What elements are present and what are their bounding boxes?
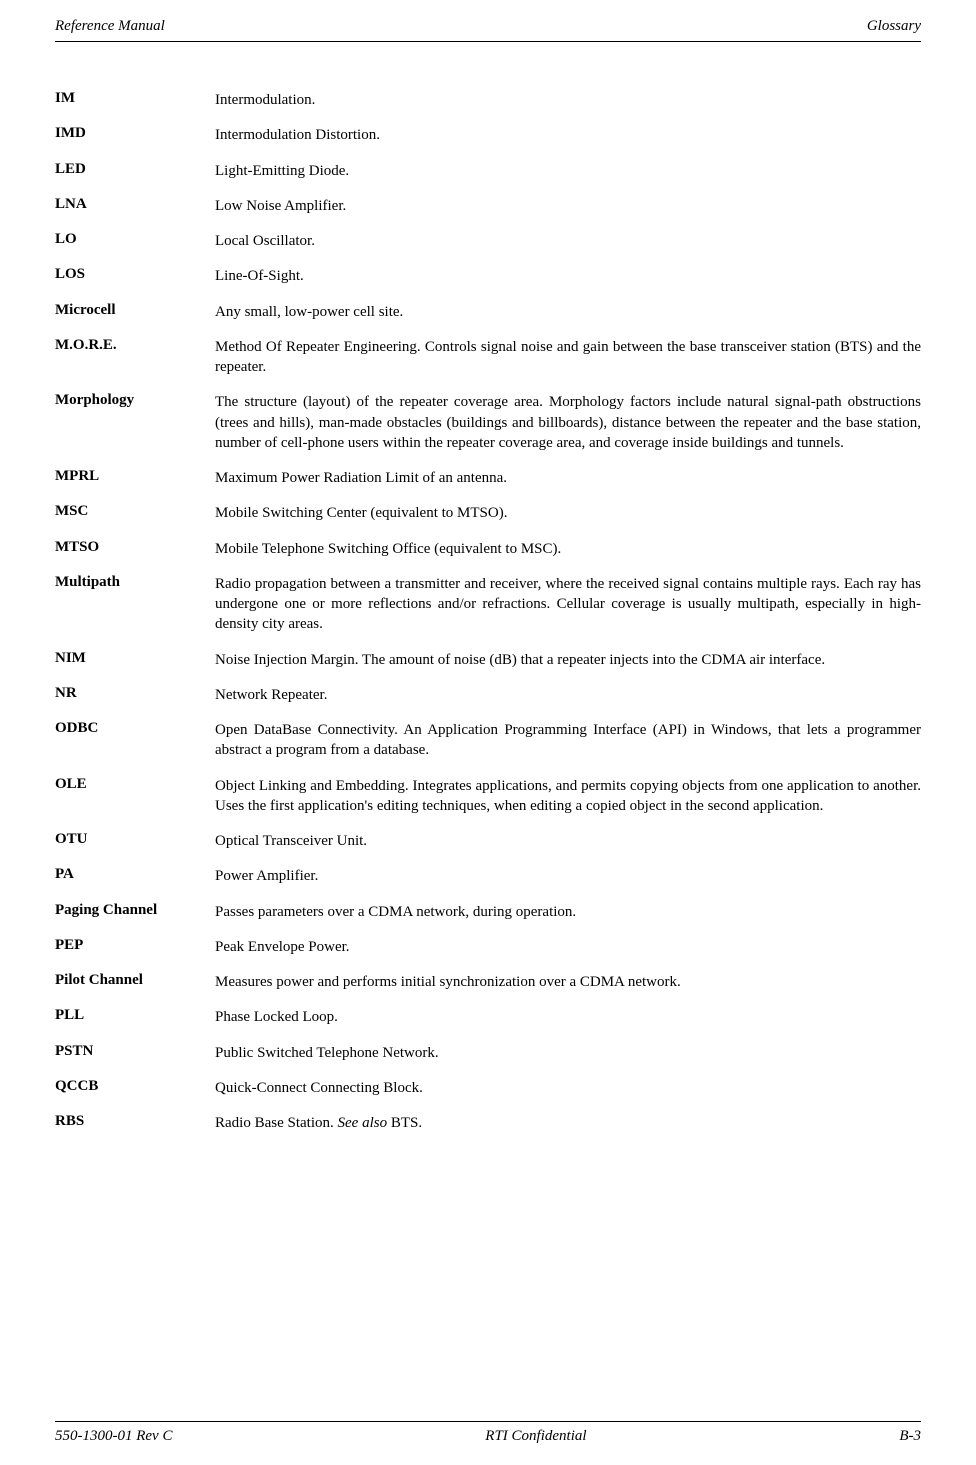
footer-right: B-3 [899,1428,921,1445]
glossary-definition: Passes parameters over a CDMA network, d… [215,902,921,937]
glossary-entry: PSTNPublic Switched Telephone Network. [55,1043,921,1078]
glossary-entry: MSCMobile Switching Center (equivalent t… [55,503,921,538]
glossary-term: PSTN [55,1043,215,1078]
glossary-definition: Measures power and performs initial sync… [215,972,921,1007]
glossary-definition: Any small, low-power cell site. [215,302,921,337]
glossary-term: PA [55,866,215,901]
header-left: Reference Manual [55,18,165,35]
glossary-entry: MorphologyThe structure (layout) of the … [55,392,921,468]
glossary-entry: MultipathRadio propagation between a tra… [55,574,921,650]
glossary-entry: LNALow Noise Amplifier. [55,196,921,231]
glossary-definition: Quick-Connect Connecting Block. [215,1078,921,1113]
glossary-definition: Maximum Power Radiation Limit of an ante… [215,468,921,503]
glossary-term: OTU [55,831,215,866]
glossary-term: PLL [55,1007,215,1042]
glossary-definition: The structure (layout) of the repeater c… [215,392,921,468]
glossary-entry: IMIntermodulation. [55,90,921,125]
glossary-term: PEP [55,937,215,972]
glossary-entry: PEPPeak Envelope Power. [55,937,921,972]
glossary-term: ODBC [55,720,215,776]
glossary-entry: LOLocal Oscillator. [55,231,921,266]
glossary-definition: Phase Locked Loop. [215,1007,921,1042]
glossary-definition: Line-Of-Sight. [215,266,921,301]
glossary-term: LED [55,161,215,196]
glossary-list: IMIntermodulation.IMDIntermodulation Dis… [55,90,921,1148]
glossary-definition: Method Of Repeater Engineering. Controls… [215,337,921,393]
glossary-definition: Radio propagation between a transmitter … [215,574,921,650]
footer-center: RTI Confidential [485,1428,586,1445]
glossary-term: Microcell [55,302,215,337]
glossary-term: NIM [55,650,215,685]
glossary-definition: Local Oscillator. [215,231,921,266]
glossary-definition: Mobile Switching Center (equivalent to M… [215,503,921,538]
glossary-entry: OLEObject Linking and Embedding. Integra… [55,776,921,832]
glossary-definition: Radio Base Station. See also BTS. [215,1113,921,1148]
glossary-term: MTSO [55,539,215,574]
glossary-term: QCCB [55,1078,215,1113]
glossary-entry: OTUOptical Transceiver Unit. [55,831,921,866]
glossary-definition: Network Repeater. [215,685,921,720]
glossary-term: NR [55,685,215,720]
page-header: Reference Manual Glossary [55,18,921,42]
glossary-definition: Optical Transceiver Unit. [215,831,921,866]
glossary-entry: IMDIntermodulation Distortion. [55,125,921,160]
glossary-term: LOS [55,266,215,301]
glossary-entry: RBSRadio Base Station. See also BTS. [55,1113,921,1148]
glossary-term: IMD [55,125,215,160]
glossary-entry: NIMNoise Injection Margin. The amount of… [55,650,921,685]
glossary-definition: Light-Emitting Diode. [215,161,921,196]
glossary-entry: MTSOMobile Telephone Switching Office (e… [55,539,921,574]
glossary-term: MPRL [55,468,215,503]
glossary-definition: Intermodulation. [215,90,921,125]
glossary-entry: MPRLMaximum Power Radiation Limit of an … [55,468,921,503]
glossary-entry: QCCBQuick-Connect Connecting Block. [55,1078,921,1113]
glossary-term: Pilot Channel [55,972,215,1007]
glossary-term: IM [55,90,215,125]
glossary-definition: Power Amplifier. [215,866,921,901]
glossary-entry: PLLPhase Locked Loop. [55,1007,921,1042]
glossary-definition: Intermodulation Distortion. [215,125,921,160]
glossary-entry: NRNetwork Repeater. [55,685,921,720]
glossary-definition: Noise Injection Margin. The amount of no… [215,650,921,685]
glossary-definition: Peak Envelope Power. [215,937,921,972]
glossary-term: RBS [55,1113,215,1148]
glossary-entry: PAPower Amplifier. [55,866,921,901]
glossary-entry: M.O.R.E.Method Of Repeater Engineering. … [55,337,921,393]
glossary-definition: Open DataBase Connectivity. An Applicati… [215,720,921,776]
glossary-term: Paging Channel [55,902,215,937]
glossary-entry: Pilot ChannelMeasures power and performs… [55,972,921,1007]
glossary-entry: LOSLine-Of-Sight. [55,266,921,301]
glossary-entry: LEDLight-Emitting Diode. [55,161,921,196]
glossary-term: MSC [55,503,215,538]
glossary-term: M.O.R.E. [55,337,215,393]
glossary-term: OLE [55,776,215,832]
glossary-term: LO [55,231,215,266]
page-footer: 550-1300-01 Rev C RTI Confidential B-3 [55,1421,921,1445]
glossary-term: Morphology [55,392,215,468]
glossary-entry: MicrocellAny small, low-power cell site. [55,302,921,337]
header-right: Glossary [867,18,921,35]
glossary-term: LNA [55,196,215,231]
glossary-definition: Low Noise Amplifier. [215,196,921,231]
glossary-entry: ODBCOpen DataBase Connectivity. An Appli… [55,720,921,776]
glossary-definition: Mobile Telephone Switching Office (equiv… [215,539,921,574]
glossary-definition: Public Switched Telephone Network. [215,1043,921,1078]
glossary-term: Multipath [55,574,215,650]
glossary-entry: Paging ChannelPasses parameters over a C… [55,902,921,937]
footer-left: 550-1300-01 Rev C [55,1428,172,1445]
glossary-definition: Object Linking and Embedding. Integrates… [215,776,921,832]
